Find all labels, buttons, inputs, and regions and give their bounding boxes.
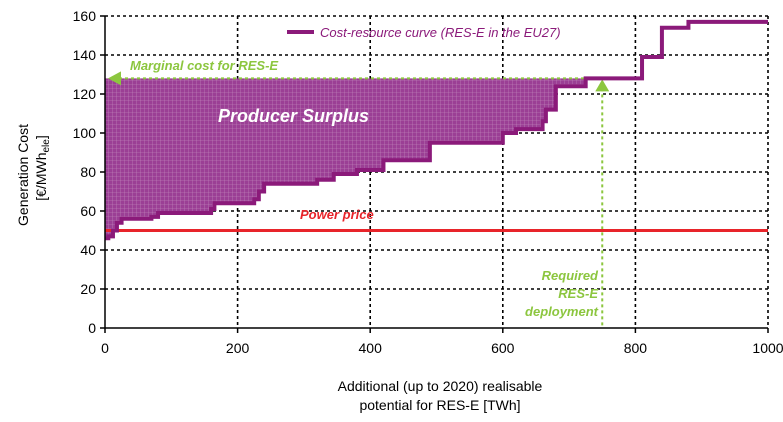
axes: 0 20 40 60 80 100 120 140 160 0 200 400 600 800 1000 (73, 8, 783, 356)
x-tick-label-0: 0 (101, 340, 109, 356)
producer-surplus-area (105, 78, 603, 239)
series-cost-resource-curve (105, 19, 768, 241)
series-group (105, 19, 768, 241)
x-tick-label-200: 200 (226, 340, 250, 356)
marginal-cost-arrowhead (108, 71, 121, 86)
y-tick-label-40: 40 (80, 242, 96, 258)
y-axis-title-line2: [€/MWhele] (33, 135, 52, 200)
required-deployment-arrowhead (595, 79, 610, 92)
y-tick-label-120: 120 (73, 86, 97, 102)
required-label-line3: deployment (525, 304, 599, 319)
y-axis-title-subscript: ele (41, 139, 52, 153)
x-tick-label-600: 600 (491, 340, 515, 356)
producer-surplus-label: Producer Surplus (218, 106, 369, 126)
y-tick-label-20: 20 (80, 281, 96, 297)
x-tick-label-400: 400 (359, 340, 383, 356)
annotations-group: Producer Surplus Marginal cost for RES-E… (130, 58, 599, 319)
y-axis-title-close: ] (33, 135, 49, 139)
legend-label-curve: Cost-resource curve (RES-E in the EU27) (320, 25, 561, 40)
producer-surplus-area-group (105, 71, 610, 328)
legend: Cost-resource curve (RES-E in the EU27) (287, 25, 561, 40)
axis-titles: Additional (up to 2020) realisable poten… (15, 124, 543, 413)
power-price-label: Power price (300, 207, 374, 222)
x-axis-title-line2: potential for RES-E [TWh] (359, 397, 520, 413)
y-axis-title-line1: Generation Cost (15, 124, 31, 226)
y-tick-label-60: 60 (80, 203, 96, 219)
x-tick-label-1000: 1000 (752, 340, 783, 356)
y-tick-label-100: 100 (73, 125, 97, 141)
y-tick-label-80: 80 (80, 164, 96, 180)
y-axis-title-unit: [€/MWh (33, 153, 49, 201)
x-tick-label-800: 800 (624, 340, 648, 356)
x-axis-title-line1: Additional (up to 2020) realisable (338, 378, 543, 394)
required-label-line2: RES-E (558, 286, 598, 301)
marginal-cost-label: Marginal cost for RES-E (130, 58, 278, 73)
y-tick-label-140: 140 (73, 47, 97, 63)
required-label-line1: Required (542, 268, 599, 283)
y-tick-label-0: 0 (88, 320, 96, 336)
y-tick-label-160: 160 (73, 8, 97, 24)
